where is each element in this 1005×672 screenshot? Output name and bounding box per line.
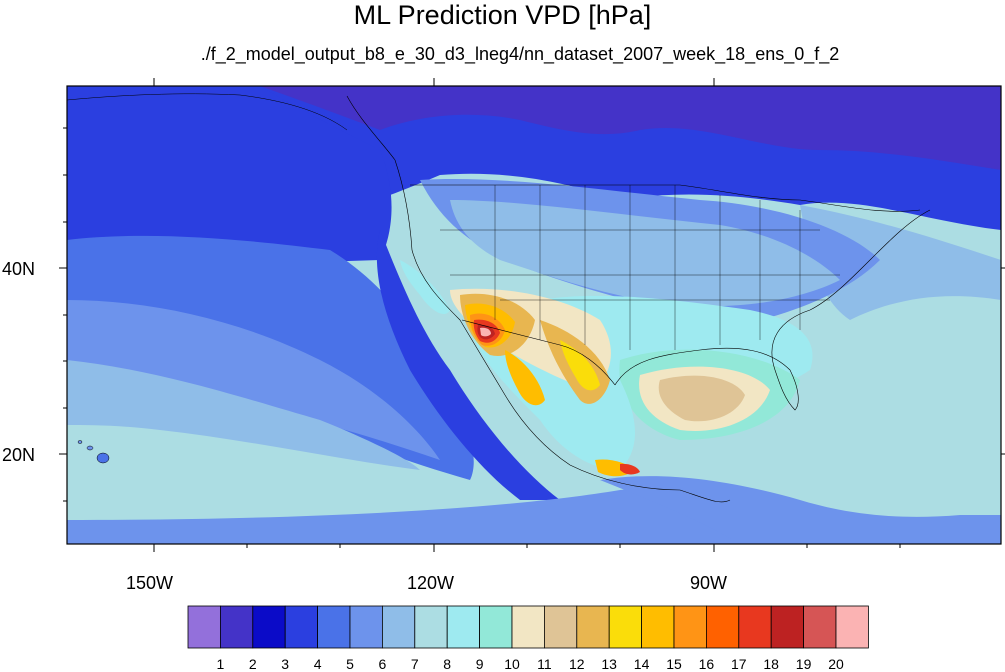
field-coastal-cyan (400, 260, 450, 315)
colorbar-box (414, 605, 448, 649)
colorbar-label: 9 (475, 656, 484, 672)
field-mx-orange (505, 350, 545, 406)
colorbar-box (803, 605, 837, 649)
x-ticks (153, 78, 901, 552)
colorbar-label: 17 (731, 656, 747, 672)
hawaii-island (86, 445, 94, 451)
colorbar-box (317, 605, 351, 649)
colorbar-box (770, 605, 805, 649)
colorbar-label: 2 (248, 656, 257, 672)
field-sw-pink (480, 327, 491, 337)
colorbar-label: 20 (828, 656, 844, 672)
field-land-pale (450, 200, 840, 307)
border-canada-us (410, 184, 921, 212)
chart-title: ML Prediction VPD [hPa] (353, 0, 652, 30)
colorbar-box (544, 605, 578, 649)
colorbar-box (511, 605, 545, 649)
political-boundaries (66, 93, 931, 503)
colorbar-box (576, 605, 610, 649)
y-tick-label-20n: 20N (2, 445, 36, 465)
colorbar-box (381, 605, 416, 649)
colorbar-label: 18 (763, 656, 779, 672)
field-coast-deep (376, 230, 560, 500)
colorbar-box (641, 605, 675, 649)
field-lower-light (600, 476, 1001, 544)
colorbar-label: 4 (313, 656, 322, 672)
colorbar-box (673, 605, 707, 649)
hawaii-island (96, 452, 110, 464)
colorbar-box (284, 605, 319, 649)
colorbar-label: 10 (504, 656, 520, 672)
x-tick-label-120w: 120W (407, 573, 455, 593)
colorbar-box (835, 605, 869, 649)
state-lines (440, 185, 840, 350)
colorbar-box (219, 605, 254, 649)
colorbar-label: 19 (795, 656, 812, 672)
field-atlantic-pale (800, 205, 1001, 320)
colorbar-label: 7 (410, 656, 419, 672)
colorbar-label: 15 (666, 656, 682, 672)
y-tick-label-40n: 40N (2, 259, 36, 279)
colorbar-label: 14 (633, 656, 650, 672)
colorbar-box (479, 605, 513, 649)
coastline-west (346, 95, 731, 503)
colorbar-label: 5 (346, 656, 354, 672)
colorbar-label: 12 (569, 656, 585, 672)
x-tick-label-150w: 150W (126, 573, 174, 593)
colorbar-box (706, 605, 740, 649)
colorbar-box (608, 605, 643, 649)
chart-subtitle: ./f_2_model_output_b8_e_30_d3_lneg4/nn_d… (200, 44, 840, 64)
colorbar-box (446, 605, 481, 649)
colorbar (187, 605, 869, 649)
field-north-purple (260, 86, 1001, 170)
field-mx-yellow (560, 340, 600, 391)
colorbar-label: 3 (281, 656, 290, 672)
hawaii-islands (77, 440, 110, 464)
y-ticks (59, 127, 1005, 502)
colorbar-label: 16 (698, 656, 715, 672)
field-west-deep (67, 86, 392, 270)
colorbar-label: 11 (537, 656, 552, 672)
field-southmx-red (620, 463, 640, 475)
colorbar-label: 6 (378, 656, 387, 672)
colorbar-label: 8 (443, 656, 452, 672)
field-pacific-light (67, 300, 440, 460)
border-us-mexico (461, 319, 616, 386)
x-tick-label-90w: 90W (690, 573, 728, 593)
coastline-gulf (614, 209, 931, 411)
colorbar-box (738, 605, 772, 649)
field-pacific-pale (67, 360, 420, 470)
map-field (67, 86, 1001, 544)
colorbar-label: 13 (601, 656, 617, 672)
colorbar-box (252, 605, 286, 649)
colorbar-label: 1 (216, 656, 225, 672)
field-gulf-beige (658, 375, 745, 422)
hawaii-island (77, 440, 83, 444)
alaska-coast (66, 93, 348, 131)
colorbar-box (349, 605, 383, 649)
colorbar-box (187, 605, 221, 649)
